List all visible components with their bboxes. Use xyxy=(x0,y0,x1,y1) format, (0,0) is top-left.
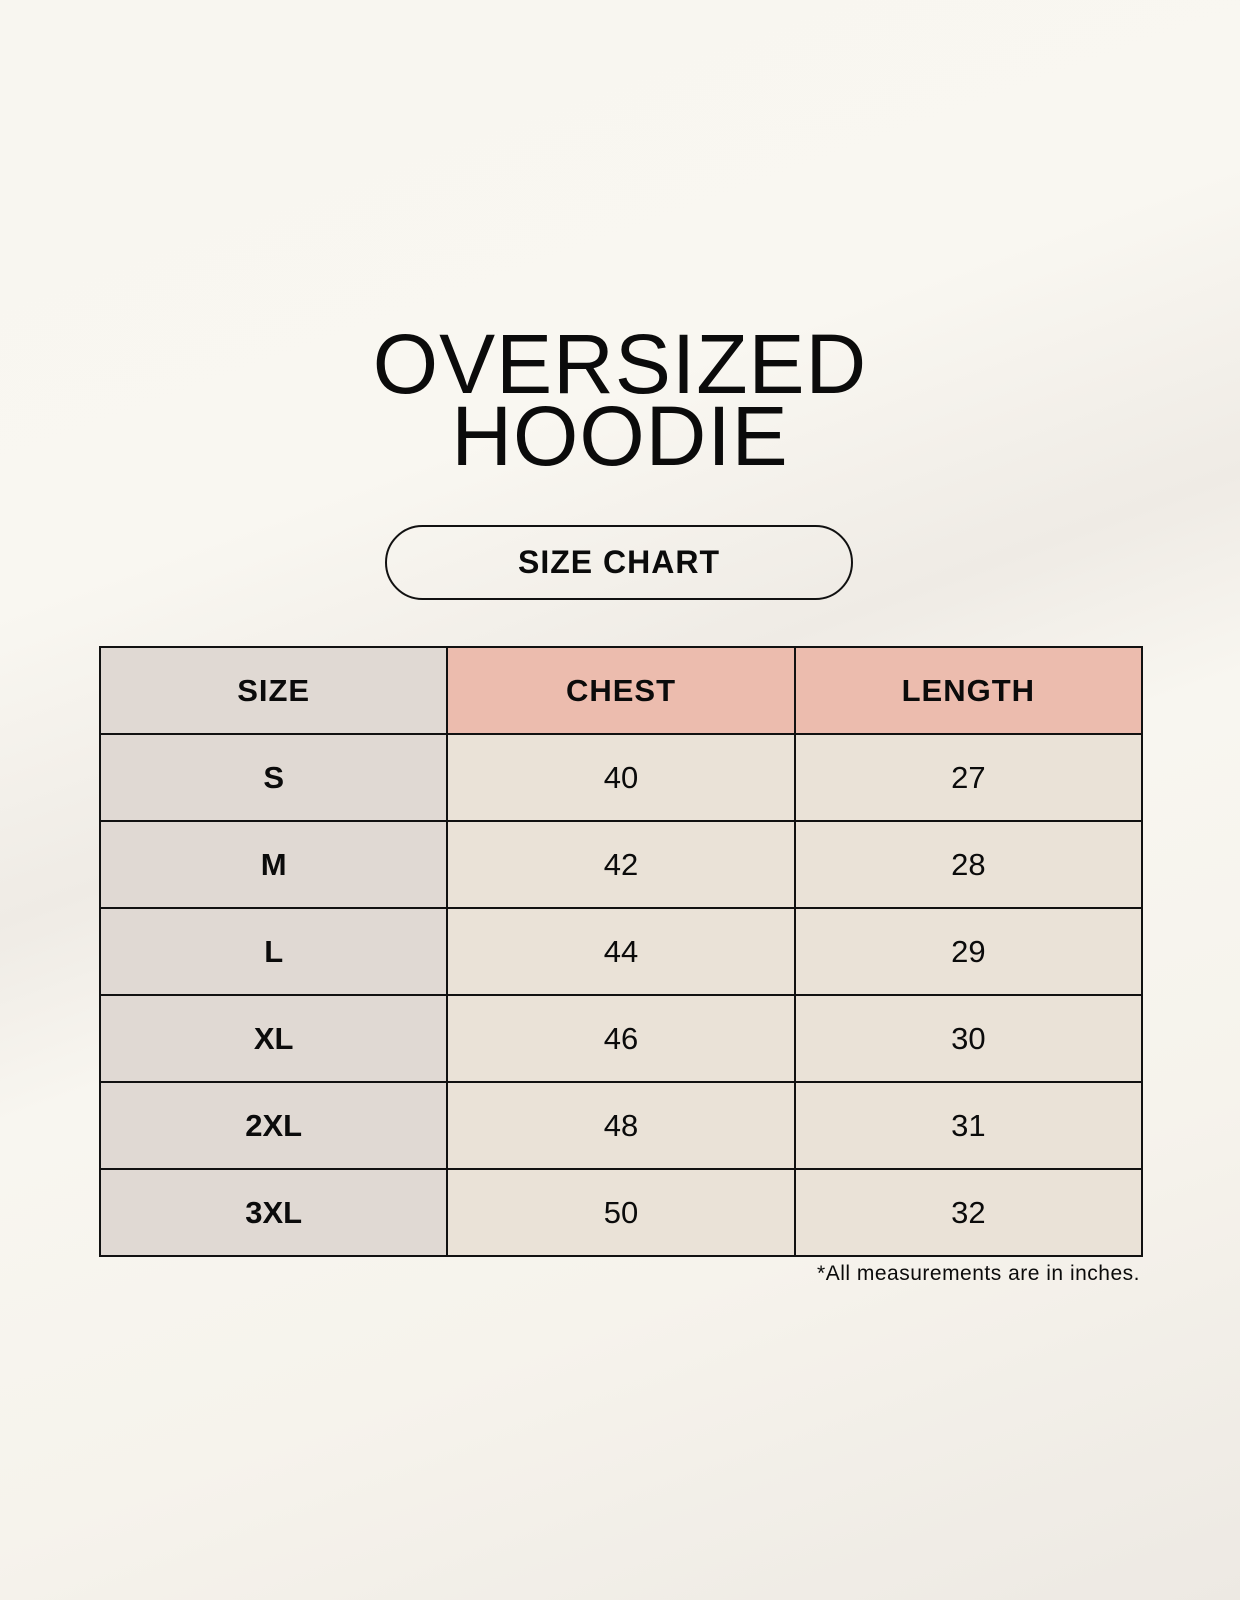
table-header-row: SIZE CHEST LENGTH xyxy=(98,646,1144,735)
cell-length: 30 xyxy=(793,994,1144,1083)
table-row: M 42 28 xyxy=(98,820,1144,909)
cell-size: M xyxy=(98,820,449,909)
cell-chest: 40 xyxy=(446,733,796,822)
size-chart-label: SIZE CHART xyxy=(385,525,853,600)
table-row: S 40 27 xyxy=(98,733,1144,822)
header-chest: CHEST xyxy=(446,646,796,735)
cell-length: 32 xyxy=(793,1168,1144,1257)
table-row: 2XL 48 31 xyxy=(98,1081,1144,1170)
cell-chest: 44 xyxy=(446,907,796,996)
cell-length: 31 xyxy=(793,1081,1144,1170)
footnote: *All measurements are in inches. xyxy=(817,1262,1140,1285)
cell-size: S xyxy=(98,733,449,822)
cell-length: 28 xyxy=(793,820,1144,909)
title-line-1: OVERSIZED xyxy=(372,317,868,411)
cell-chest: 46 xyxy=(446,994,796,1083)
cell-size: 3XL xyxy=(98,1168,449,1257)
cell-chest: 48 xyxy=(446,1081,796,1170)
cell-length: 27 xyxy=(793,733,1144,822)
header-length: LENGTH xyxy=(793,646,1144,735)
table-row: 3XL 50 32 xyxy=(98,1168,1144,1257)
cell-chest: 50 xyxy=(446,1168,796,1257)
title-line-2: HOODIE xyxy=(451,389,789,483)
table-row: XL 46 30 xyxy=(98,994,1144,1083)
cell-chest: 42 xyxy=(446,820,796,909)
page-title: OVERSIZED HOODIE xyxy=(0,317,1240,483)
cell-size: 2XL xyxy=(98,1081,449,1170)
table-row: L 44 29 xyxy=(98,907,1144,996)
cell-size: L xyxy=(98,907,449,996)
header-size: SIZE xyxy=(98,646,449,735)
size-table: SIZE CHEST LENGTH S 40 27 M 42 28 L 44 29 XL 46 30 2… xyxy=(98,646,1144,1257)
cell-size: XL xyxy=(98,994,449,1083)
cell-length: 29 xyxy=(793,907,1144,996)
